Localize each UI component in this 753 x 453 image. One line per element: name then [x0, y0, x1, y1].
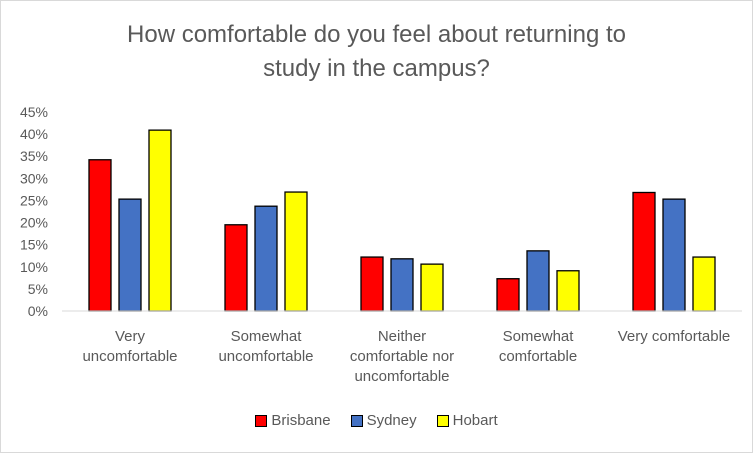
y-tick-label: 45% — [20, 104, 48, 120]
chart-title: How comfortable do you feel about return… — [127, 21, 626, 82]
x-category-label: Somewhat uncomfortable — [218, 328, 313, 365]
y-tick-label: 30% — [20, 170, 48, 186]
x-category-label: Somewhat comfortable — [499, 328, 577, 365]
bar-sydney-4 — [662, 198, 686, 312]
legend-label: Brisbane — [271, 412, 331, 429]
legend-swatch — [255, 414, 268, 427]
legend-item-brisbane: Brisbane — [255, 412, 331, 429]
bar-brisbane-1 — [224, 224, 248, 312]
y-tick-label: 25% — [20, 192, 48, 208]
legend-label: Hobart — [452, 412, 498, 429]
y-tick-label: 10% — [20, 259, 48, 275]
bar-sydney-0 — [118, 198, 142, 312]
x-category-label-line: uncomfortable — [218, 348, 313, 365]
legend-swatch — [436, 414, 449, 427]
y-tick-label: 20% — [20, 215, 48, 231]
x-category-label-line: Somewhat — [503, 328, 575, 345]
bar-brisbane-3 — [496, 278, 520, 312]
x-category-label-line: Very comfortable — [618, 328, 731, 345]
x-category-label-line: comfortable — [499, 348, 577, 365]
bar-hobart-3 — [556, 270, 580, 312]
bar-brisbane-4 — [632, 191, 656, 312]
bar-hobart-1 — [284, 191, 308, 312]
x-category-label-line: Neither — [378, 328, 426, 345]
x-category-label: Very comfortable — [618, 328, 731, 345]
legend-label: Sydney — [366, 412, 417, 429]
x-category-label: Very uncomfortable — [82, 328, 177, 365]
chart-legend: Brisbane Sydney Hobart — [0, 412, 753, 429]
y-tick-label: 35% — [20, 148, 48, 164]
bar-sydney-2 — [390, 258, 414, 312]
x-category-label-line: comfortable nor — [350, 348, 454, 365]
x-category-label: Neither comfortable nor uncomfortable — [350, 328, 454, 385]
x-category-label-line: Somewhat — [231, 328, 303, 345]
bar-sydney-3 — [526, 250, 550, 312]
x-category-label-line: uncomfortable — [354, 368, 449, 385]
bar-hobart-4 — [692, 256, 716, 312]
y-tick-label: 5% — [28, 281, 48, 297]
legend-item-sydney: Sydney — [350, 412, 417, 429]
x-category-label-line: uncomfortable — [82, 348, 177, 365]
y-tick-label: 0% — [28, 303, 48, 319]
bar-brisbane-2 — [360, 256, 384, 312]
legend-item-hobart: Hobart — [436, 412, 498, 429]
bar-sydney-1 — [254, 205, 278, 312]
y-tick-label: 15% — [20, 237, 48, 253]
bar-hobart-0 — [148, 129, 172, 312]
bar-brisbane-0 — [88, 159, 112, 312]
x-category-label-line: Very — [115, 328, 146, 345]
y-tick-label: 40% — [20, 126, 48, 142]
legend-swatch — [350, 414, 363, 427]
bar-hobart-2 — [420, 263, 444, 312]
